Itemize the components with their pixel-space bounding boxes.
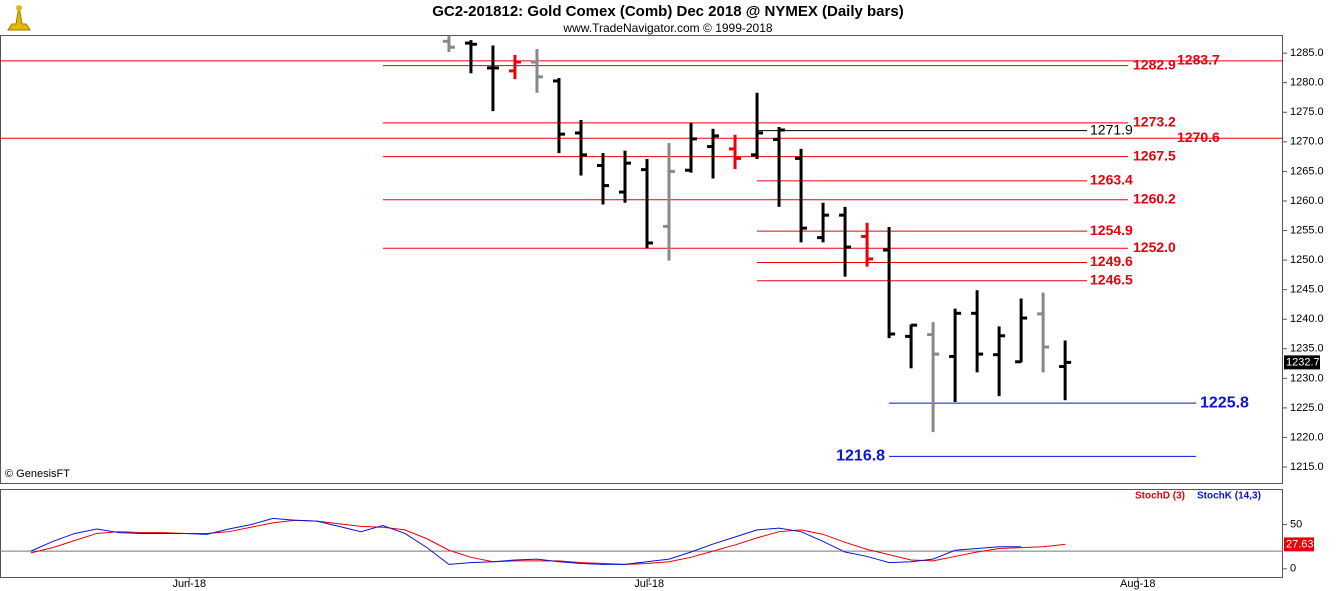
y-tick-label: 50 — [1290, 519, 1302, 531]
level-label: 1273.2 — [1133, 114, 1176, 130]
level-label: 1271.9 — [1090, 121, 1133, 137]
y-tick-label: 0 — [1290, 563, 1296, 575]
stoch-panel-frame — [0, 489, 1283, 578]
level-label: 1283.7 — [1177, 52, 1220, 68]
level-label: 1249.6 — [1090, 253, 1133, 269]
y-tick-label: 1275.0 — [1290, 106, 1324, 118]
level-label: 1225.8 — [1200, 394, 1249, 411]
y-tick-label: 1250.0 — [1290, 254, 1324, 266]
last-value-box — [1284, 537, 1314, 552]
level-label: 1267.5 — [1133, 147, 1176, 163]
last-price-box — [1284, 355, 1320, 370]
y-tick-label: 1285.0 — [1290, 47, 1324, 59]
level-label: 1260.2 — [1133, 190, 1176, 206]
level-label: 1254.9 — [1090, 222, 1133, 238]
y-tick-label: 1230.0 — [1290, 372, 1324, 384]
legend-entry: StochD (3) — [1135, 491, 1185, 502]
price-panel-frame — [0, 35, 1283, 484]
chart-subtitle: www.TradeNavigator.com © 1999-2018 — [562, 21, 772, 35]
y-tick-label: 1255.0 — [1290, 224, 1324, 236]
y-tick-label: 1280.0 — [1290, 77, 1324, 89]
x-tick-label: Aug-18 — [1120, 578, 1155, 590]
legend-entry: StochK (14,3) — [1197, 491, 1261, 502]
x-tick-label: Jun-18 — [172, 578, 206, 590]
last-price-label: 1232.7 — [1286, 356, 1320, 368]
level-label: 1252.0 — [1133, 239, 1176, 255]
level-label: 1282.9 — [1133, 56, 1176, 72]
y-tick-label: 1245.0 — [1290, 284, 1324, 296]
last-value-label: 27.63 — [1286, 538, 1314, 550]
level-label: 1216.8 — [836, 448, 885, 465]
x-tick-label: Jul-18 — [634, 578, 664, 590]
logo — [7, 5, 31, 31]
level-label: 1246.5 — [1090, 271, 1133, 287]
y-tick-label: 1260.0 — [1290, 195, 1324, 207]
y-tick-label: 1265.0 — [1290, 165, 1324, 177]
chart-title: GC2-201812: Gold Comex (Comb) Dec 2018 @… — [432, 3, 903, 20]
level-label: 1270.6 — [1177, 129, 1220, 145]
y-tick-label: 1215.0 — [1290, 461, 1324, 473]
level-label: 1263.4 — [1090, 172, 1133, 188]
watermark: © GenesisFT — [5, 468, 70, 480]
y-tick-label: 1220.0 — [1290, 431, 1324, 443]
y-tick-label: 1225.0 — [1290, 402, 1324, 414]
y-tick-label: 1235.0 — [1290, 343, 1324, 355]
y-tick-label: 1240.0 — [1290, 313, 1324, 325]
stoch-line — [30, 517, 1022, 565]
y-tick-label: 1270.0 — [1290, 136, 1324, 148]
